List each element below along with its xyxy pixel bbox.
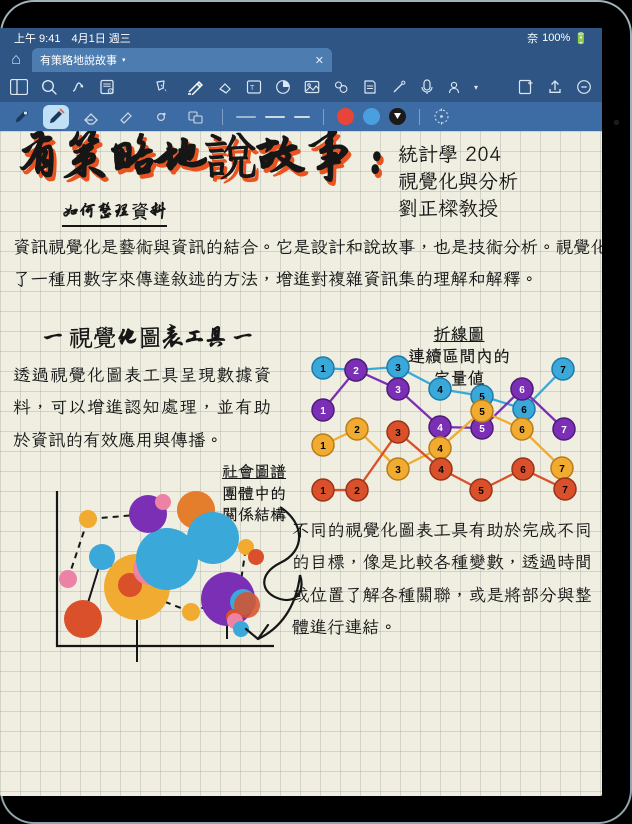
svg-text:T: T (250, 85, 255, 92)
